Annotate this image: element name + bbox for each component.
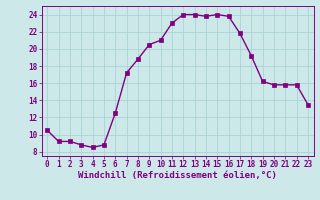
X-axis label: Windchill (Refroidissement éolien,°C): Windchill (Refroidissement éolien,°C) — [78, 171, 277, 180]
